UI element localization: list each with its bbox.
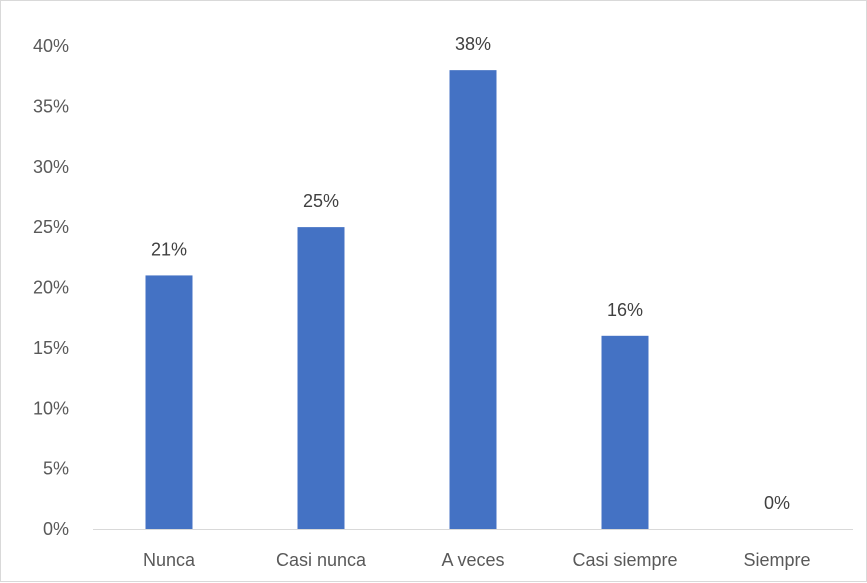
data-label: 38% <box>455 34 491 54</box>
y-tick-label: 0% <box>43 519 69 539</box>
y-tick-label: 40% <box>33 36 69 56</box>
y-tick-label: 35% <box>33 96 69 116</box>
x-tick-label: A veces <box>441 550 504 570</box>
bar-casi-nunca <box>297 227 345 529</box>
x-tick-label: Casi siempre <box>572 550 677 570</box>
x-tick-label: Siempre <box>743 550 810 570</box>
bars-group <box>145 70 649 530</box>
x-tick-label: Casi nunca <box>276 550 367 570</box>
y-axis-ticks: 0% 5% 10% 15% 20% 25% 30% 35% 40% <box>33 36 69 539</box>
bar-casi-siempre <box>601 335 649 529</box>
x-tick-label: Nunca <box>143 550 196 570</box>
data-label: 25% <box>303 191 339 211</box>
data-label: 16% <box>607 300 643 320</box>
bar-a-veces <box>449 70 497 530</box>
data-label: 21% <box>151 239 187 259</box>
y-tick-label: 30% <box>33 157 69 177</box>
y-tick-label: 20% <box>33 278 69 298</box>
y-tick-label: 10% <box>33 398 69 418</box>
x-axis-ticks: Nunca Casi nunca A veces Casi siempre Siempr… <box>143 550 811 570</box>
y-tick-label: 25% <box>33 217 69 237</box>
y-tick-label: 5% <box>43 459 69 479</box>
data-label: 0% <box>764 493 790 513</box>
y-tick-label: 15% <box>33 338 69 358</box>
data-labels-group: 21% 25% 38% 16% 0% <box>151 34 790 513</box>
bar-nunca <box>145 275 193 529</box>
